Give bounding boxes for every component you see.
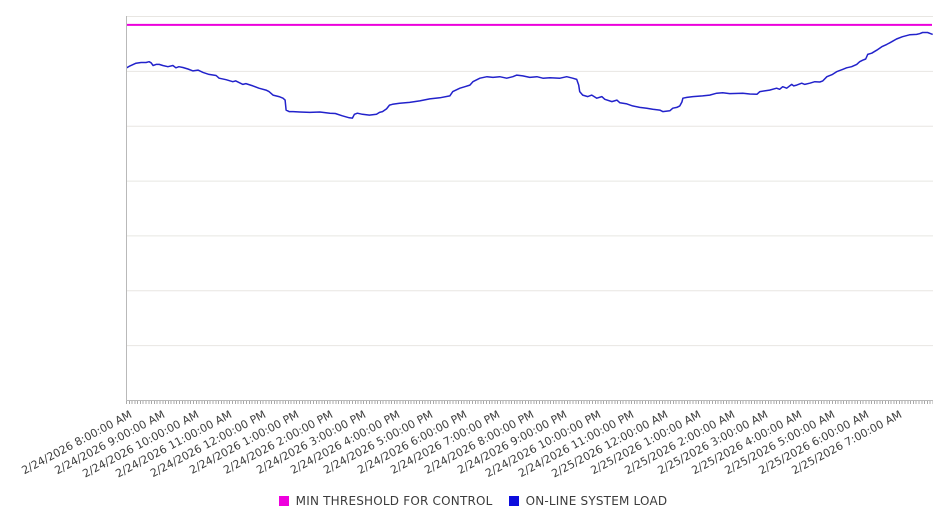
legend-item-min-threshold[interactable]: MIN THRESHOLD FOR CONTROL <box>278 494 493 508</box>
legend: MIN THRESHOLD FOR CONTROL ON-LINE SYSTEM… <box>0 494 946 508</box>
plot-area <box>126 16 933 347</box>
y-axis-line <box>126 16 127 401</box>
min-threshold-swatch-icon <box>278 496 289 506</box>
x-axis-minor-ticks <box>126 401 933 404</box>
legend-label: ON-LINE SYSTEM LOAD <box>525 494 668 508</box>
online-system-load-line <box>126 31 933 119</box>
legend-item-online-system-load[interactable]: ON-LINE SYSTEM LOAD <box>508 494 668 508</box>
x-axis-line <box>126 400 933 401</box>
online-system-load-swatch-icon <box>508 496 519 506</box>
legend-label: MIN THRESHOLD FOR CONTROL <box>295 494 493 508</box>
